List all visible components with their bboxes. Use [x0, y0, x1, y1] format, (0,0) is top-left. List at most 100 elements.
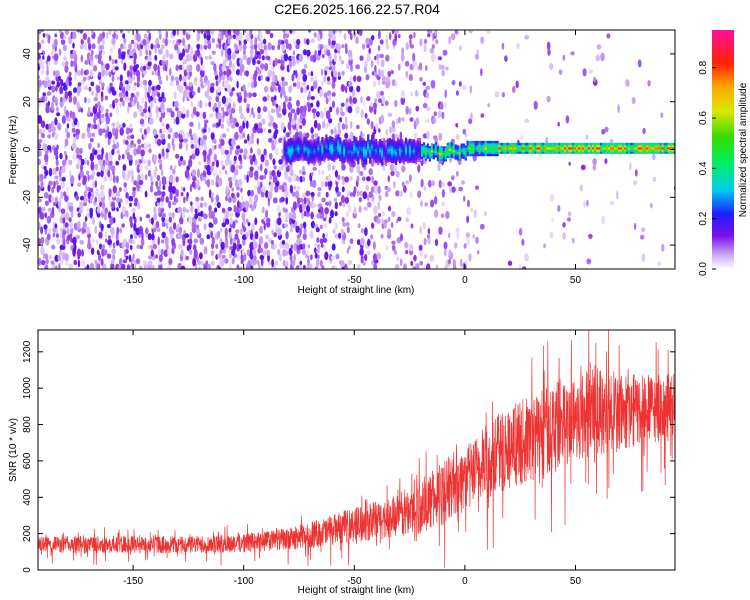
spectrogram-cell-3099 [347, 152, 350, 156]
spectrogram-cell-2926 [315, 144, 318, 147]
spectrogram-cell-3523 [426, 156, 429, 159]
spectrogram-cell-408 [96, 239, 99, 246]
spectrogram-cell-2649 [479, 223, 485, 230]
spectrogram-cell-636 [123, 42, 127, 50]
spectrogram-cell-4037 [602, 147, 605, 150]
spectrogram-cell-4023 [596, 145, 599, 148]
spectrogram-cell-25 [38, 30, 42, 35]
spectrogram-cell-962 [169, 192, 173, 197]
spectrogram-cell-2400 [386, 187, 391, 193]
spectrogram-cell-3779 [498, 142, 501, 146]
spectrogram-cell-2539 [427, 33, 431, 38]
spectrogram-cell-1639 [261, 55, 265, 61]
spectrogram-cell-539 [112, 253, 116, 261]
spectrogram-cell-1546 [249, 241, 255, 251]
spectrogram-cell-3721 [482, 149, 485, 152]
spectrogram-cell-2242 [352, 89, 355, 98]
spectrogram-cell-2380 [379, 39, 384, 45]
spectrogram-cell-3576 [440, 150, 443, 153]
spectrogram-cell-2871 [305, 143, 308, 147]
spectrogram-cell-2831 [299, 158, 302, 161]
spectrogram-cell-2401 [387, 175, 391, 183]
spectrogram-cell-1196 [203, 223, 207, 231]
spectrogram-cell-2923 [315, 150, 318, 153]
spectrogram-cell-2426 [391, 30, 395, 35]
spectrogram-cell-896 [156, 92, 161, 98]
spectrogram-cell-2290 [361, 43, 366, 50]
spectrogram-cell-1895 [296, 107, 300, 116]
spectrogram-cell-3748 [490, 151, 493, 154]
spectrogram-cell-1254 [210, 164, 214, 173]
spectrogram-cell-1484 [237, 94, 243, 104]
spectrogram-cell-3619 [452, 145, 455, 148]
spectrogram-cell-803 [148, 218, 152, 224]
spectrogram-cell-1729 [275, 147, 279, 156]
spectrogram-cell-4058 [610, 145, 613, 148]
spectrogram-cell-1492 [239, 32, 243, 41]
spectrogram-cell-258 [68, 36, 72, 45]
spectrogram-cell-708 [133, 148, 138, 156]
spectrogram-cell-779 [144, 164, 149, 170]
spectrogram-cell-2758 [285, 153, 288, 156]
spectrogram-cell-3858 [530, 145, 533, 148]
spectrogram-cell-3545 [432, 154, 435, 158]
spectrogram-cell-2134 [334, 233, 339, 239]
spectrogram-cell-4004 [588, 142, 591, 146]
spectrogram-cell-3466 [412, 143, 416, 146]
spectrogram-cell-3003 [329, 142, 332, 145]
spectrogram-cell-2193 [346, 226, 350, 234]
spectrogram-cell-1511 [243, 89, 247, 99]
spectrogram-cell-2367 [382, 165, 386, 171]
spectrogram-cell-3769 [496, 151, 499, 154]
spectrogram-cell-1654 [264, 159, 270, 167]
spectrogram-cell-3327 [389, 157, 392, 160]
spectrogram-cell-2101 [328, 95, 331, 102]
spectrogram-cell-286 [76, 248, 82, 258]
spectrogram-cell-2630 [465, 232, 471, 238]
spectrogram-cell-4046 [606, 149, 609, 152]
spectrogram-cell-117 [50, 120, 54, 130]
spectrogram-cell-4083 [619, 145, 623, 148]
spectrogram-cell-797 [143, 33, 148, 39]
spectrogram-cell-2449 [398, 116, 401, 124]
spectrogram-cell-887 [159, 163, 163, 170]
spectrogram-cell-3574 [440, 154, 443, 157]
spectrogram-cell-3219 [369, 154, 372, 158]
spectrogram-cell-1066 [182, 30, 186, 36]
spectrogram-cell-3508 [420, 143, 424, 147]
spectrogram-cell-3632 [456, 149, 459, 152]
spectrogram-cell-2847 [301, 148, 304, 151]
spectrogram-cell-2715 [604, 126, 609, 133]
spectrogram-cell-3102 [347, 146, 350, 149]
spectrogram-cell-178 [59, 97, 63, 102]
spectrogram-cell-2081 [325, 97, 329, 105]
spectrogram-cell-503 [104, 122, 108, 131]
snr-x-tick-label-1: -100 [234, 576, 254, 587]
spectrogram-cell-1141 [194, 77, 198, 82]
spectrogram-cell-3696 [474, 143, 477, 146]
spectrogram-cell-3147 [355, 141, 358, 144]
spectrogram-cell-4170 [655, 151, 658, 154]
spectrogram-cell-3269 [377, 143, 380, 146]
spectrogram-cell-1643 [259, 31, 263, 41]
spectrogram-cell-3899 [546, 142, 549, 146]
spectrogram-cell-1976 [307, 30, 312, 33]
spectrogram-cell-2685 [557, 121, 560, 127]
spectrogram-cell-3221 [369, 150, 372, 153]
spectrogram-cell-3316 [387, 157, 390, 161]
spectrogram-cell-2344 [376, 252, 381, 260]
spectrogram-cell-3222 [369, 148, 372, 151]
spectrogram-cell-90 [48, 127, 52, 133]
spectrogram-cell-2724 [629, 162, 632, 171]
spectrogram-cell-45 [41, 64, 45, 71]
spectrogram-cell-193 [60, 208, 66, 214]
spectrogram-cell-3950 [568, 151, 571, 154]
spectrogram-cell-2828 [297, 141, 300, 144]
spectrogram-cell-3215 [367, 134, 370, 137]
spectrogram-cell-1160 [194, 147, 200, 157]
spectrogram-cell-3144 [355, 147, 358, 151]
spectrogram-cell-2624 [461, 180, 465, 185]
spectrogram-cell-3595 [446, 151, 449, 154]
spectrogram-cell-3407 [402, 153, 406, 157]
